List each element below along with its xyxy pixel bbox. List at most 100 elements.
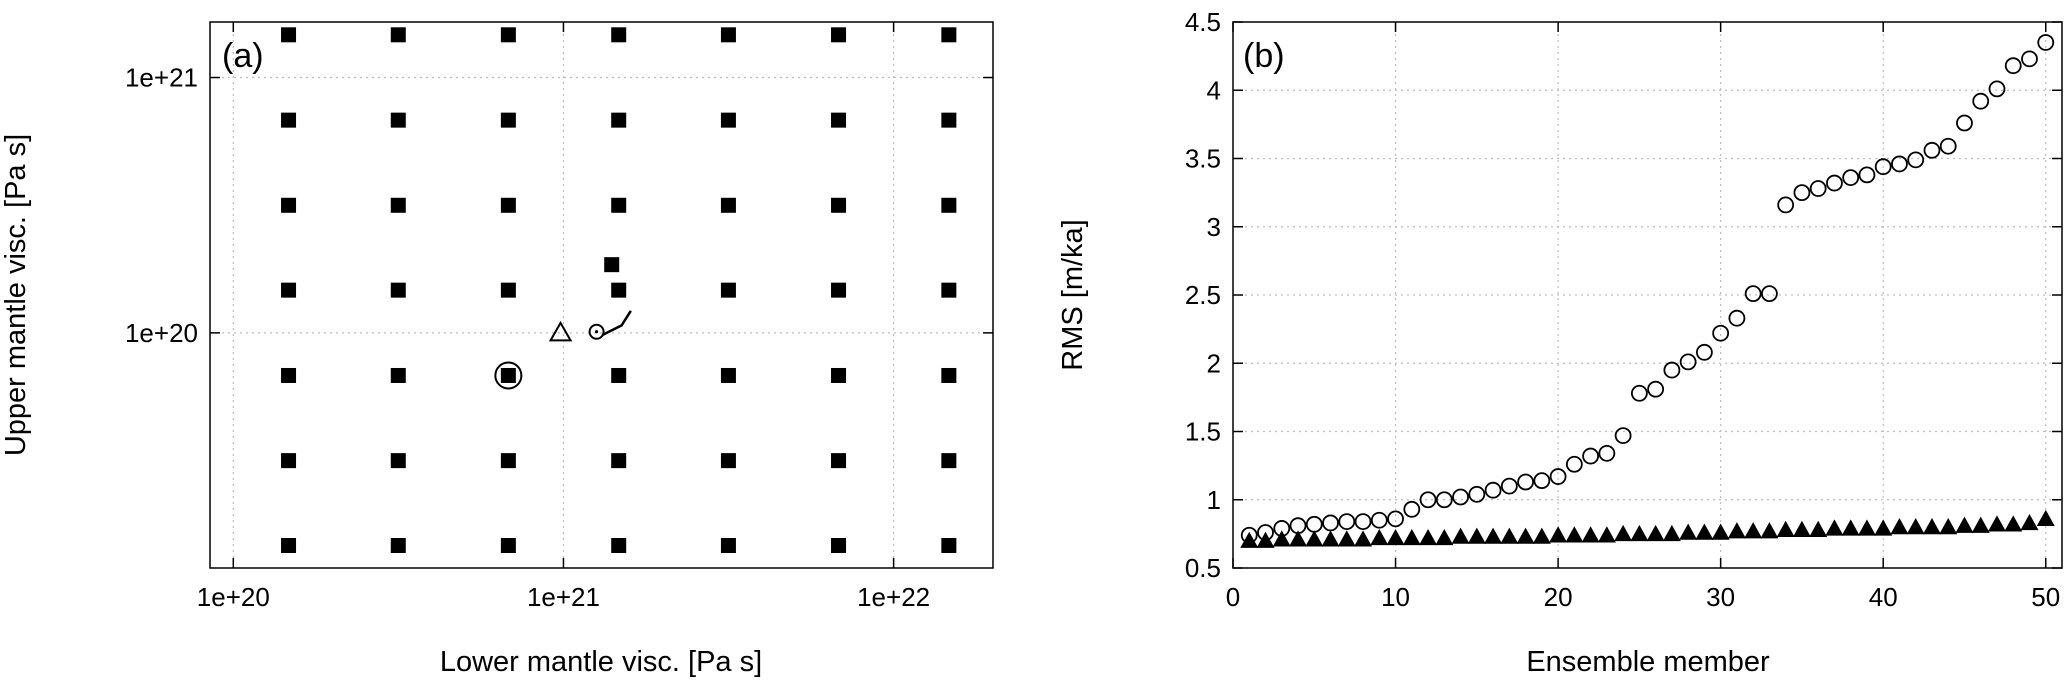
panel-a-square-point	[500, 453, 516, 469]
panel-a-square-point	[604, 257, 620, 273]
panel-b-circle-point	[1582, 447, 1600, 465]
panel-b-triangle-point	[1272, 530, 1291, 547]
panel-a-y-tick-label: 1e+21	[125, 63, 198, 93]
panel-b-circle-point	[1923, 141, 1941, 159]
panel-b-circle-point	[1858, 166, 1876, 184]
panel-b-circle-point	[1728, 309, 1746, 327]
panel-b-circle-point	[1387, 510, 1404, 528]
panel-b-triangle-point	[1874, 519, 1893, 536]
panel-a-square-point	[720, 282, 736, 298]
panel-a-square-point	[941, 537, 957, 553]
panel-b-triangle-point	[1955, 516, 1974, 533]
panel-b-circle-point	[1907, 151, 1925, 169]
panel-b-y-axis-label: RMS [m/ka]	[1057, 219, 1089, 370]
panel-b-circle-point	[1777, 196, 1795, 214]
panel-b-circle-point	[1647, 380, 1665, 398]
panel-b-circle-point	[1500, 477, 1518, 495]
panel-b-circle-point	[1891, 155, 1908, 173]
panel-a-square-point	[390, 27, 406, 43]
panel-a-square-point	[390, 282, 406, 298]
panel-b-circle-point	[1289, 517, 1307, 535]
panel-a-square-point	[941, 197, 957, 213]
panel-b-circle-point	[1744, 285, 1762, 303]
panel-a-triangle-point	[548, 320, 573, 342]
panel-a-square-point	[500, 197, 516, 213]
panel-b-circle-point	[1761, 285, 1778, 303]
panel-b-triangle-point	[1370, 528, 1389, 546]
panel-b-triangle-point	[1809, 520, 1828, 537]
panel-b-triangle-point	[1971, 516, 1990, 533]
panel-a-line-annotation	[601, 310, 632, 337]
panel-a-square-point	[941, 367, 957, 383]
panel-a-square-point	[611, 537, 627, 553]
panel-b-circle-point	[1484, 481, 1502, 499]
panel-b-circle-point	[1435, 491, 1453, 509]
panel-b-triangle-point	[1760, 522, 1779, 539]
panel-b-triangle-point	[1906, 518, 1925, 535]
panel-a-square-point	[611, 282, 627, 298]
panel-b-triangle-point	[1549, 526, 1568, 543]
panel-a-circle-point	[494, 361, 523, 390]
panel-b-triangle-point	[2036, 509, 2055, 527]
panel-a-square-point	[281, 112, 297, 128]
panel-b-triangle-point	[1857, 519, 1876, 536]
panel-b-y-tick-label: 3.5	[1185, 144, 1221, 174]
panel-b-circle-point	[1549, 468, 1567, 485]
panel-b-circle-point	[1598, 444, 1616, 462]
panel-b-circle-point	[1712, 324, 1730, 342]
panel-a-marks	[281, 27, 957, 553]
panel-b-circle-point	[2037, 34, 2055, 51]
panel-b-triangle-point	[1825, 519, 1844, 536]
panel-b-x-tick-label: 40	[1869, 582, 1898, 612]
panel-b-x-tick-label: 20	[1544, 582, 1573, 612]
panel-b-triangle-point	[1695, 523, 1714, 540]
panel-a-square-point	[831, 367, 847, 383]
panel-a-square-point	[831, 197, 847, 213]
panel-b-triangle-point	[1597, 526, 1616, 543]
panel-b-triangle-point	[1987, 515, 2006, 532]
panel-b-circle-point	[2021, 50, 2038, 68]
panel-b-circle-point	[1874, 158, 1892, 176]
panel-b-y-tick-label: 3	[1207, 212, 1221, 242]
panel-b: 0 10 20 30 40 50 0.5 1 1.5 2 2.5 3 3.5 4 4.5 (b) Ensem…	[1057, 7, 2063, 678]
panel-a-square-point	[500, 27, 516, 43]
panel-a-square-point	[941, 453, 957, 469]
panel-b-triangle-point	[1727, 522, 1746, 539]
panel-b-triangle-point	[1630, 524, 1649, 542]
panel-a-square-point	[611, 27, 627, 43]
panel-a-x-tick-label: 1e+21	[527, 582, 600, 612]
panel-a-square-point	[390, 367, 406, 383]
panel-a-square-point	[611, 367, 627, 383]
panel-a-small-circle-center	[594, 330, 599, 334]
panel-b-triangle-point	[1451, 527, 1470, 544]
panel-a-square-point	[500, 537, 516, 553]
panel-b-circle-point	[1939, 137, 1957, 155]
panel-a-square-point	[611, 453, 627, 469]
panel-b-circle-point	[1826, 174, 1843, 192]
panel-b-circle-point	[2004, 57, 2022, 75]
panel-b-triangle-point	[1321, 530, 1340, 547]
panel-b-triangle-point	[1305, 530, 1324, 547]
panel-a-square-point	[831, 27, 847, 43]
panel-a-square-point	[941, 112, 957, 128]
panel-b-circle-point	[1354, 513, 1372, 530]
panel-a-frame	[209, 21, 994, 569]
panel-b-triangle-point	[1922, 518, 1941, 535]
panel-b-y-tick-label: 1	[1207, 485, 1221, 515]
panel-a-square-point	[941, 27, 957, 43]
panel-b-triangle-point	[1532, 527, 1551, 544]
panel-b-x-tick-label: 30	[1706, 582, 1735, 612]
panel-b-circle-point	[1630, 384, 1648, 402]
panel-b-triangle-point	[1402, 528, 1421, 546]
panel-b-triangle-point	[1792, 520, 1811, 537]
panel-b-triangle-point	[1776, 520, 1795, 537]
panel-b-circle-point	[1565, 455, 1583, 473]
panel-a-square-point	[611, 197, 627, 213]
panel-b-triangle-point	[1500, 527, 1519, 544]
panel-a-x-tick-label: 1e+20	[197, 582, 270, 612]
panel-a-square-point	[281, 282, 297, 298]
panel-b-ticks: 0 10 20 30 40 50 0.5 1 1.5 2 2.5 3 3.5 4 4.5	[1185, 7, 2062, 612]
panel-a-ticks: 1e+20 1e+21 1e+22 1e+20 1e+21	[125, 22, 993, 612]
panel-b-circle-point	[1517, 473, 1534, 491]
